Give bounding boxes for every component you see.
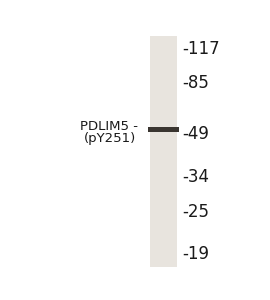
- Bar: [148, 128, 179, 132]
- Text: -49: -49: [182, 125, 209, 143]
- Text: -85: -85: [182, 74, 209, 92]
- Text: (pY251): (pY251): [84, 132, 136, 145]
- Text: PDLIM5 -: PDLIM5 -: [80, 120, 139, 133]
- Text: -25: -25: [182, 202, 209, 220]
- Bar: [150, 36, 177, 267]
- Text: -34: -34: [182, 168, 209, 186]
- Text: -117: -117: [182, 40, 220, 58]
- Text: -19: -19: [182, 245, 209, 263]
